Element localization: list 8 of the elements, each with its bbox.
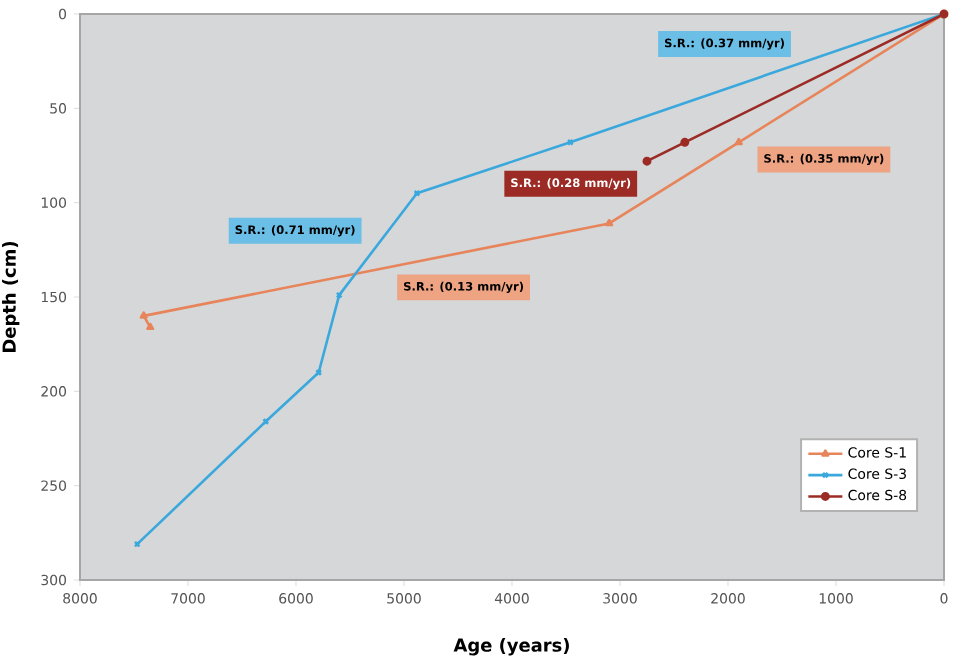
point bbox=[139, 311, 148, 319]
y-axis-title: Depth (cm) bbox=[2, 241, 20, 352]
point bbox=[642, 156, 652, 166]
point bbox=[605, 218, 614, 227]
point bbox=[734, 137, 743, 146]
x-axis-title: Age (years) bbox=[453, 637, 569, 656]
point bbox=[146, 322, 155, 331]
point bbox=[680, 137, 690, 147]
